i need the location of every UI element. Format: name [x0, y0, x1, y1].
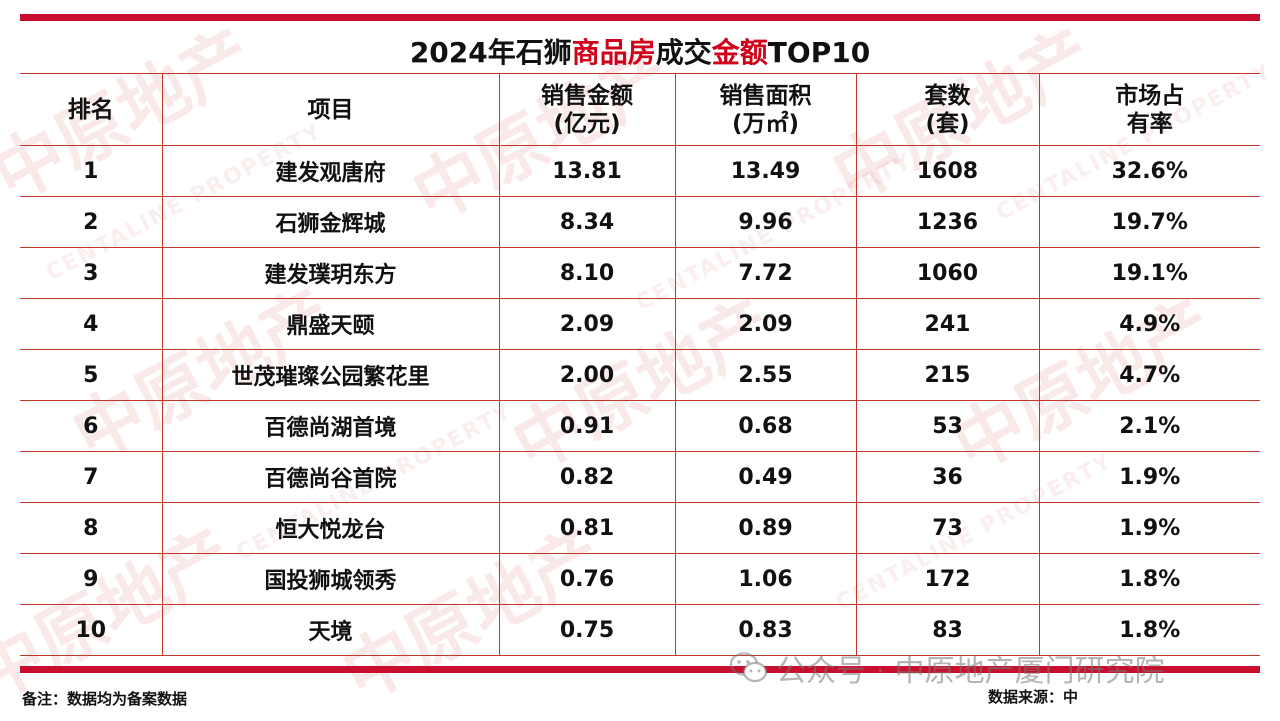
title-part-4: 金额 [711, 36, 768, 69]
header-units-line-1: 套数 [924, 82, 971, 109]
cell-rank: 8 [20, 502, 163, 554]
title-part-1: 2024年石狮 [409, 36, 572, 69]
wechat-account-text: 公众号 · 中原地产厦门研究院 [776, 654, 1165, 689]
header-share: 市场占 有率 [1038, 73, 1260, 146]
cell-project: 百德尚谷首院 [161, 451, 500, 503]
cell-area: 0.83 [674, 604, 857, 656]
cell-project: 建发璞玥东方 [161, 247, 500, 299]
title-part-3: 成交 [655, 36, 712, 69]
header-rank: 排名 [20, 73, 163, 146]
cell-area: 0.89 [674, 502, 857, 554]
cell-units: 73 [855, 502, 1040, 554]
cell-project: 天境 [161, 604, 500, 656]
cell-project: 国投狮城领秀 [161, 553, 500, 605]
header-amount-line-1: 销售金额 [541, 82, 633, 109]
table-row: 10 天境 0.75 0.83 83 1.8% [20, 604, 1260, 656]
wechat-account-overlay: 公众号 · 中原地产厦门研究院 [730, 648, 1165, 689]
page-title: 2024年石狮商品房成交金额TOP10 [20, 33, 1260, 73]
table-header-row: 排名 项目 销售金额 (亿元) 销售面积 (万㎡) 套数 (套) 市场占 有率 [20, 73, 1260, 146]
cell-amount: 0.91 [498, 400, 676, 452]
cell-share: 19.7% [1038, 196, 1260, 248]
cell-project: 世茂璀璨公园繁花里 [161, 349, 500, 401]
table-row: 9 国投狮城领秀 0.76 1.06 172 1.8% [20, 553, 1260, 605]
cell-share: 32.6% [1038, 145, 1260, 197]
cell-area: 0.68 [674, 400, 857, 452]
cell-rank: 6 [20, 400, 163, 452]
sales-ranking-table: 排名 项目 销售金额 (亿元) 销售面积 (万㎡) 套数 (套) 市场占 有率 1 建发… [20, 73, 1260, 656]
cell-amount: 0.76 [498, 553, 676, 605]
cell-area: 2.55 [674, 349, 857, 401]
cell-share: 19.1% [1038, 247, 1260, 299]
header-area-line-1: 销售面积 [719, 82, 812, 109]
header-area-line-2: (万㎡) [731, 110, 800, 137]
table-row: 4 鼎盛天颐 2.09 2.09 241 4.9% [20, 298, 1260, 350]
cell-units: 172 [855, 553, 1040, 605]
cell-rank: 2 [20, 196, 163, 248]
cell-units: 241 [855, 298, 1040, 350]
cell-share: 4.7% [1038, 349, 1260, 401]
header-area: 销售面积 (万㎡) [674, 73, 857, 146]
header-units: 套数 (套) [855, 73, 1040, 146]
cell-project: 百德尚湖首境 [161, 400, 500, 452]
cell-share: 4.9% [1038, 298, 1260, 350]
cell-share: 2.1% [1038, 400, 1260, 452]
table-row: 6 百德尚湖首境 0.91 0.68 53 2.1% [20, 400, 1260, 452]
cell-amount: 8.34 [498, 196, 676, 248]
wechat-icon [730, 652, 768, 683]
cell-rank: 7 [20, 451, 163, 503]
cell-amount: 0.75 [498, 604, 676, 656]
table-row: 7 百德尚谷首院 0.82 0.49 36 1.9% [20, 451, 1260, 503]
cell-rank: 1 [20, 145, 163, 197]
cell-area: 1.06 [674, 553, 857, 605]
table-row: 1 建发观唐府 13.81 13.49 1608 32.6% [20, 145, 1260, 197]
footer-note: 备注：数据均为备案数据 [22, 690, 188, 708]
cell-project: 石狮金辉城 [161, 196, 500, 248]
table-row: 2 石狮金辉城 8.34 9.96 1236 19.7% [20, 196, 1260, 248]
cell-project: 鼎盛天颐 [161, 298, 500, 350]
table-row: 8 恒大悦龙台 0.81 0.89 73 1.9% [20, 502, 1260, 554]
cell-rank: 5 [20, 349, 163, 401]
cell-rank: 9 [20, 553, 163, 605]
cell-amount: 0.82 [498, 451, 676, 503]
cell-amount: 2.00 [498, 349, 676, 401]
cell-area: 7.72 [674, 247, 857, 299]
cell-area: 9.96 [674, 196, 857, 248]
header-amount-line-2: (亿元) [553, 110, 621, 137]
header-share-line-1: 市场占 [1115, 82, 1185, 109]
cell-units: 215 [855, 349, 1040, 401]
header-project: 项目 [161, 73, 500, 146]
table-row: 3 建发璞玥东方 8.10 7.72 1060 19.1% [20, 247, 1260, 299]
cell-rank: 10 [20, 604, 163, 656]
cell-units: 53 [855, 400, 1040, 452]
cell-share: 1.9% [1038, 502, 1260, 554]
cell-project: 恒大悦龙台 [161, 502, 500, 554]
header-units-line-2: (套) [925, 110, 970, 137]
title-part-2: 商品房 [571, 36, 656, 69]
cell-area: 0.49 [674, 451, 857, 503]
cell-units: 1236 [855, 196, 1040, 248]
cell-share: 1.9% [1038, 451, 1260, 503]
bottom-accent-bar [20, 666, 1260, 673]
title-part-5: TOP10 [767, 36, 871, 69]
cell-amount: 2.09 [498, 298, 676, 350]
cell-rank: 4 [20, 298, 163, 350]
cell-share: 1.8% [1038, 553, 1260, 605]
header-share-line-2: 有率 [1126, 110, 1173, 137]
table-row: 5 世茂璀璨公园繁花里 2.00 2.55 215 4.7% [20, 349, 1260, 401]
top-accent-bar [20, 14, 1260, 21]
cell-units: 1060 [855, 247, 1040, 299]
cell-units: 1608 [855, 145, 1040, 197]
cell-amount: 0.81 [498, 502, 676, 554]
cell-amount: 13.81 [498, 145, 676, 197]
footer-source: 数据来源：中 [988, 688, 1079, 706]
cell-units: 36 [855, 451, 1040, 503]
header-amount: 销售金额 (亿元) [498, 73, 676, 146]
cell-area: 13.49 [674, 145, 857, 197]
cell-units: 83 [855, 604, 1040, 656]
cell-share: 1.8% [1038, 604, 1260, 656]
cell-project: 建发观唐府 [161, 145, 500, 197]
cell-area: 2.09 [674, 298, 857, 350]
cell-rank: 3 [20, 247, 163, 299]
cell-amount: 8.10 [498, 247, 676, 299]
